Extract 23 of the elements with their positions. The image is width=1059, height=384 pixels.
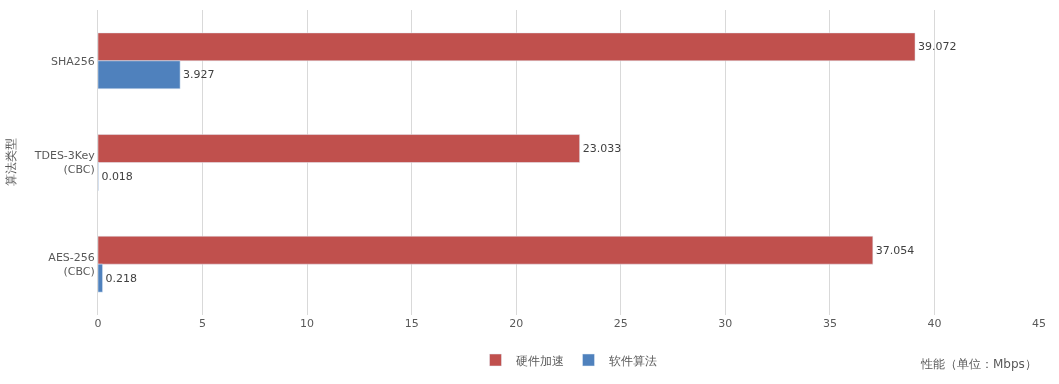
x-tick-label: 5 [199, 317, 207, 330]
y-tick-label: AES-256 (CBC) [48, 250, 95, 279]
data-label: 39.072 [918, 40, 957, 54]
data-label: 3.927 [183, 68, 215, 82]
data-label: 0.218 [105, 271, 138, 285]
x-tick-label: 0 [94, 317, 102, 330]
x-tick-label: 15 [404, 317, 419, 330]
x-tick-label: 25 [613, 317, 628, 330]
y-tick-label: TDES-3Key (CBC) [33, 149, 96, 177]
data-label: 23.033 [582, 142, 622, 156]
x-tick-label: 30 [718, 317, 733, 330]
x-tick-label: 35 [822, 317, 837, 330]
x-tick-label: 40 [927, 317, 942, 330]
x-tick-label: 20 [509, 317, 524, 330]
legend-label: 硬件加速 [515, 353, 564, 368]
y-axis-title: 算法类型 [4, 138, 19, 187]
x-tick-label: 10 [300, 317, 315, 330]
y-tick-label: SHA256 [51, 54, 95, 68]
legend-label: 软件算法 [608, 353, 657, 368]
x-axis-title: 性能（单位：Mbps） [920, 357, 1037, 371]
x-tick-label: 45 [1032, 317, 1046, 330]
data-label: 0.018 [101, 169, 133, 183]
data-label: 37.054 [875, 243, 915, 257]
